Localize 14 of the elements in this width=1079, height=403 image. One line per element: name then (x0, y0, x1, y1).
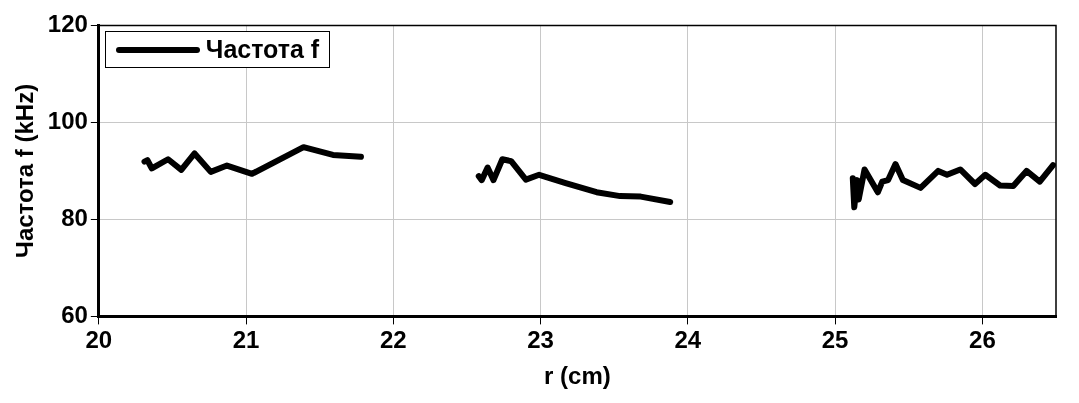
y-tick-label: 100 (47, 107, 88, 135)
x-tick-label: 23 (527, 326, 554, 354)
y-tick-label: 60 (61, 301, 88, 329)
x-tick-label: 22 (380, 326, 407, 354)
legend-label: Частота f (205, 35, 320, 65)
x-tick-label: 25 (821, 326, 849, 354)
x-tick-label: 26 (969, 326, 996, 354)
y-axis-title: Частота f (kHz) (11, 83, 39, 258)
y-tick-label: 80 (61, 204, 88, 232)
x-tick-label: 21 (232, 326, 260, 354)
y-tick-label: 120 (47, 10, 88, 38)
x-tick-label: 24 (674, 326, 702, 354)
x-axis-title: r (cm) (544, 362, 611, 390)
x-tick-label: 20 (85, 326, 113, 354)
